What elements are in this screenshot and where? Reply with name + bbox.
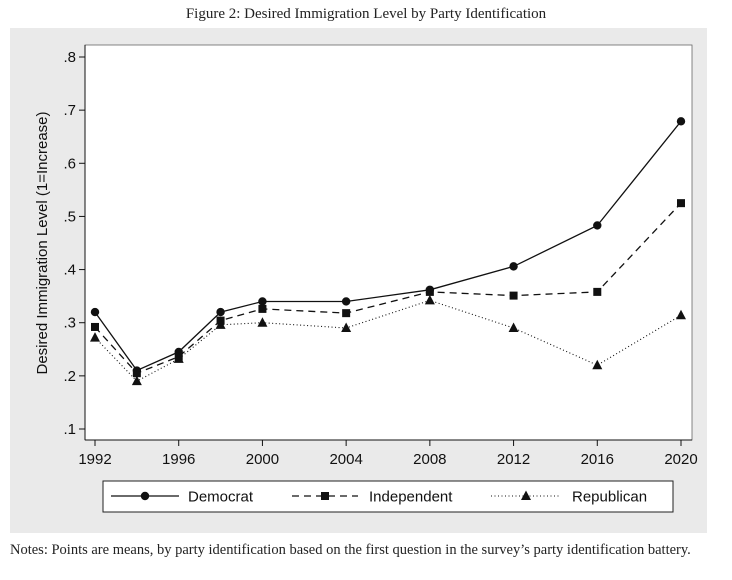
republican-point xyxy=(257,317,268,327)
republican-point xyxy=(173,353,184,363)
legend-box xyxy=(102,480,674,513)
democrat-line xyxy=(94,120,682,372)
independent-point xyxy=(593,287,602,296)
democrat-point xyxy=(216,307,225,317)
legend-item-independent: Independent xyxy=(292,489,453,506)
figure-title: Figure 2: Desired Immigration Level by P… xyxy=(185,6,547,22)
legend-marker-democrat xyxy=(140,491,150,501)
republican-point xyxy=(90,332,100,342)
x-tick-label: 2012 xyxy=(497,451,530,468)
series-democrat xyxy=(90,117,686,375)
republican-point xyxy=(131,375,142,386)
republican-point xyxy=(592,359,603,370)
democrat-point xyxy=(90,307,100,317)
x-tick-label: 2000 xyxy=(246,451,279,468)
independent-point xyxy=(425,287,434,296)
legend-item-republican: Republican xyxy=(491,489,647,506)
republican-point xyxy=(676,309,686,320)
democrat-point xyxy=(258,297,267,306)
independent-point xyxy=(677,199,685,208)
x-tick-label: 2016 xyxy=(581,451,614,468)
legend-label-republican: Republican xyxy=(572,489,647,506)
x-tick-label: 1992 xyxy=(78,451,111,468)
republican-line xyxy=(94,299,682,382)
series-group xyxy=(90,117,686,386)
y-tick-label: .6 xyxy=(63,155,76,172)
x-axis: 1992 1996 2000 2004 2008 2012 2016 2020 xyxy=(78,439,698,468)
x-tick-label: 2004 xyxy=(329,451,362,468)
x-tick-label: 2020 xyxy=(664,451,697,468)
independent-point xyxy=(132,369,141,378)
y-tick-label: .7 xyxy=(63,102,76,119)
republican-point xyxy=(508,322,519,333)
legend-label-independent: Independent xyxy=(369,489,453,506)
y-axis: .1 .2 .3 .4 .5 .6 .7 .8 xyxy=(63,45,86,440)
plot-area xyxy=(84,44,693,441)
legend-marker-republican xyxy=(521,490,531,500)
republican-point xyxy=(341,322,352,333)
y-tick-label: .2 xyxy=(63,368,76,385)
independent-point xyxy=(91,322,99,331)
y-tick-label: .5 xyxy=(63,208,76,225)
y-axis-label: Desired Immigration Level (1=Increase) xyxy=(34,111,51,374)
y-tick-label: .3 xyxy=(63,315,76,332)
democrat-point xyxy=(341,297,351,306)
independent-point xyxy=(258,304,267,313)
republican-point xyxy=(424,294,435,305)
y-tick-label: .4 xyxy=(63,262,76,279)
democrat-point xyxy=(509,262,518,271)
legend-label-democrat: Democrat xyxy=(188,489,254,506)
republican-point xyxy=(215,319,226,329)
x-tick-label: 1996 xyxy=(162,451,195,468)
legend-item-democrat: Democrat xyxy=(111,489,254,506)
x-tick-label: 2008 xyxy=(413,451,446,468)
figure-notes: Notes: Points are means, by party identi… xyxy=(10,542,691,558)
legend-marker-independent xyxy=(321,492,329,500)
legend: Democrat Independent Republican xyxy=(102,480,674,513)
independent-line xyxy=(94,202,682,374)
independent-point xyxy=(509,291,518,300)
independent-point xyxy=(342,309,351,318)
democrat-point xyxy=(593,221,602,230)
y-tick-label: .1 xyxy=(63,421,76,438)
series-republican xyxy=(90,294,686,386)
democrat-point xyxy=(676,117,686,126)
y-tick-label: .8 xyxy=(63,49,76,66)
